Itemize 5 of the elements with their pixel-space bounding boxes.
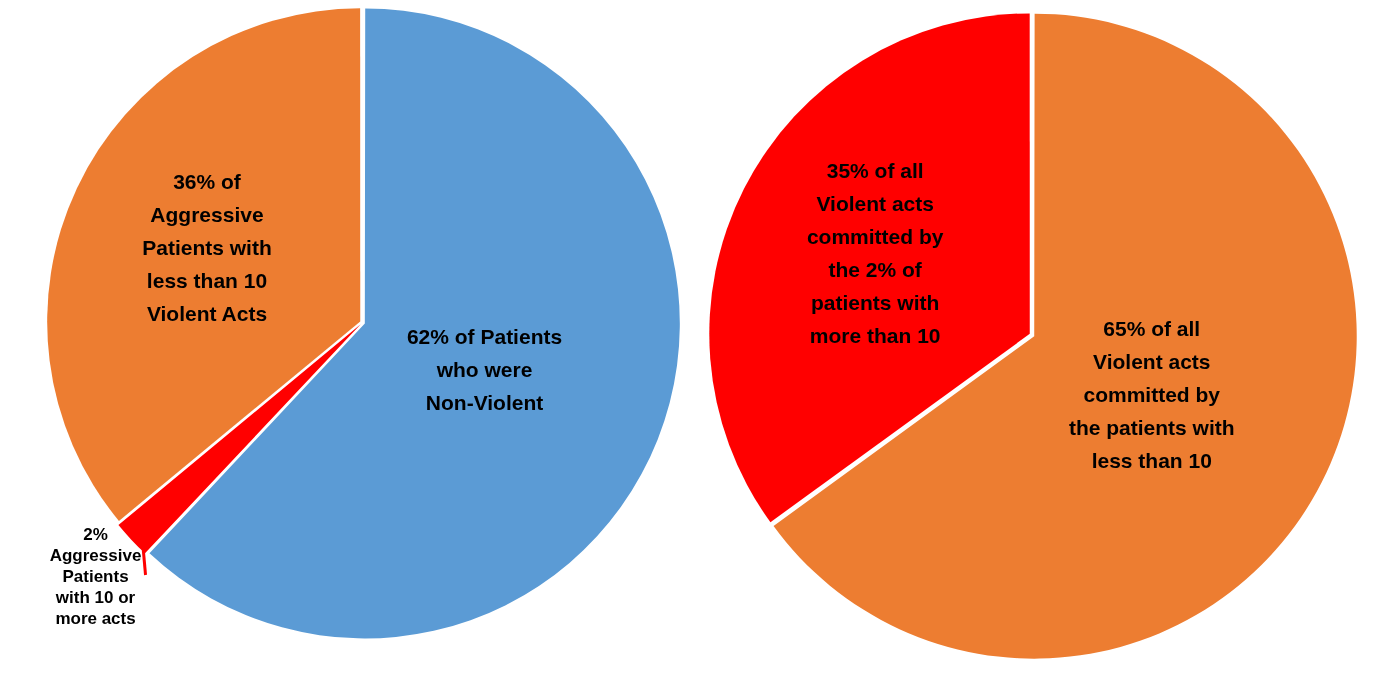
slice-label: 36% of Aggressive Patients with less than 10 Violent Acts: [142, 170, 272, 326]
slice-label: 35% of all Violent acts committed by the 2% of patients with more than 10: [806, 159, 944, 348]
slice-label: 2% Aggressive Patients with 10 or more acts: [49, 524, 142, 628]
slice-label: 62% of Patients who were Non-Violent: [406, 324, 563, 414]
slice-label: 65% of all Violent acts committed by the patients with less than 10: [1068, 316, 1235, 472]
